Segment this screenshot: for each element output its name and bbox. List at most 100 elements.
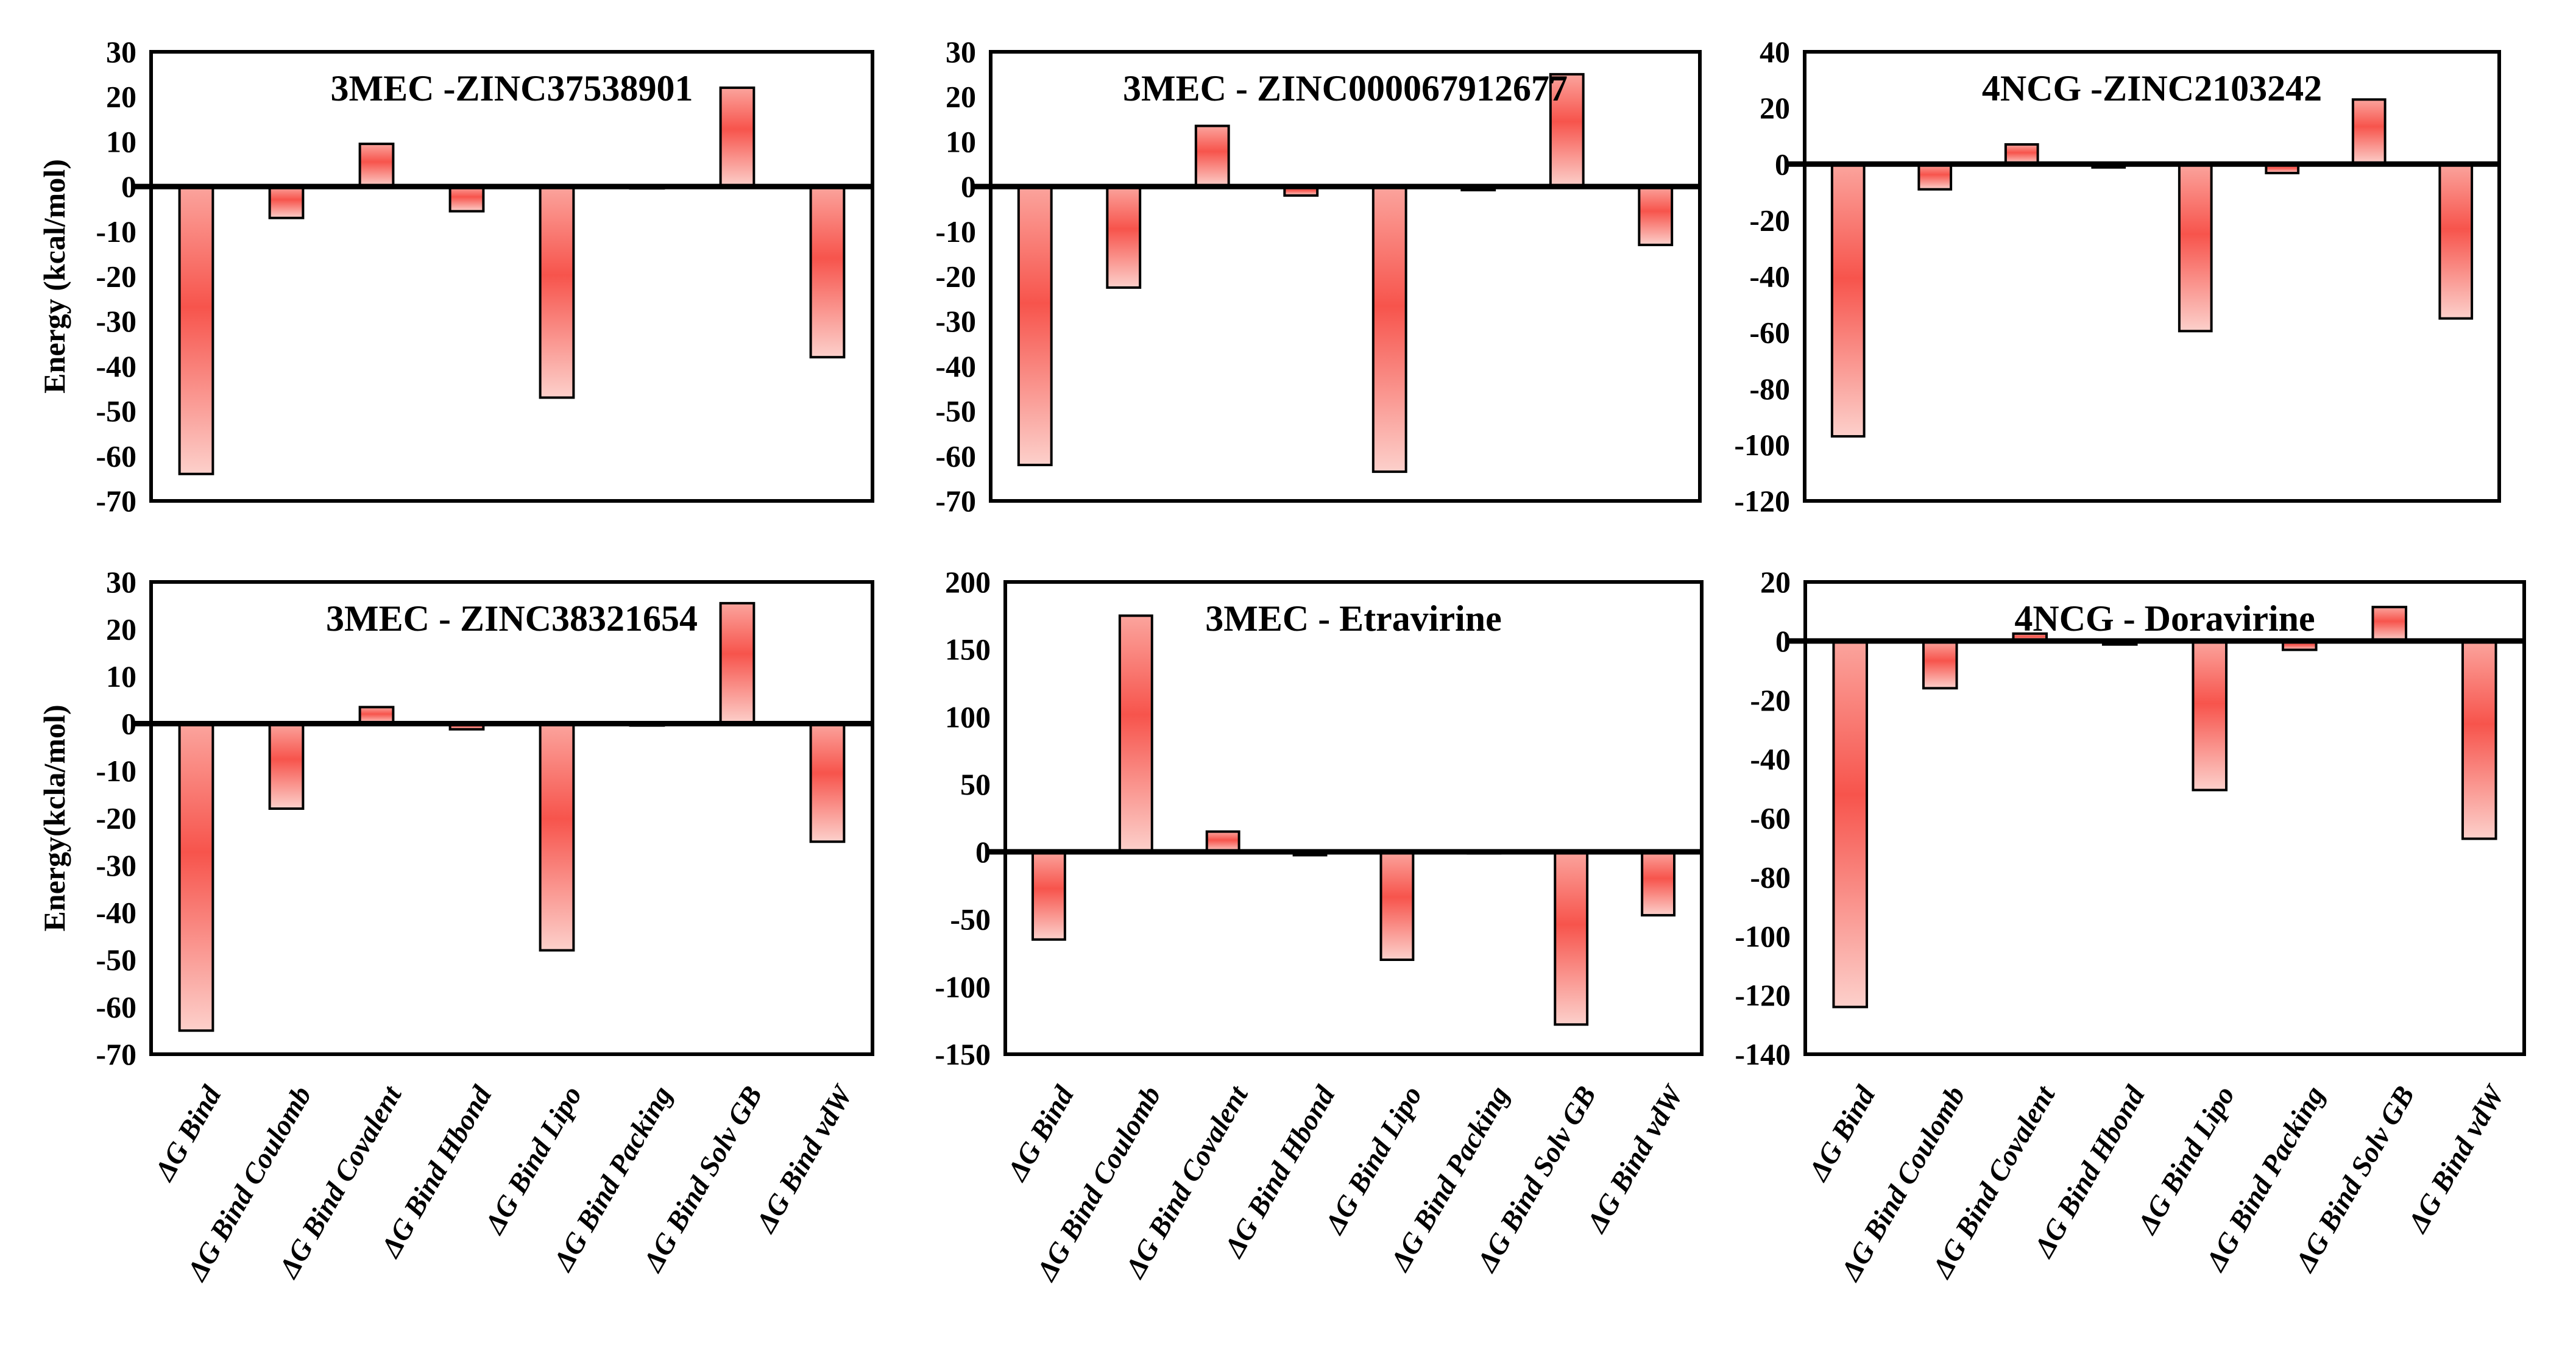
y-tick-label: -20 — [96, 260, 136, 294]
y-tick-label: 20 — [106, 612, 136, 647]
bar-ΔG Bind — [178, 185, 214, 475]
y-tick-label: 20 — [1760, 565, 1791, 599]
y-tick-label: -40 — [935, 349, 976, 383]
y-tick-label: -40 — [1750, 742, 1791, 776]
bar-ΔG Bind Solv GB — [719, 86, 755, 188]
y-tick-label: -100 — [935, 970, 991, 1004]
bar-ΔG Bind vdW — [1641, 850, 1675, 916]
bar-ΔG Bind Solv GB — [2371, 606, 2408, 642]
y-tick-label: -50 — [96, 394, 136, 428]
y-tick-label: -40 — [96, 349, 136, 383]
x-category-label: ΔG Bind — [148, 1080, 228, 1187]
y-tick-label: -100 — [1735, 919, 1791, 953]
y-axis-title: Energy(kcla/mol) — [37, 704, 71, 931]
bar-ΔG Bind Coulomb — [268, 185, 305, 219]
plot-frame — [1803, 580, 2526, 1056]
y-tick-label: -30 — [935, 304, 976, 338]
y-tick-label: -50 — [96, 943, 136, 977]
bar-ΔG Bind Covalent — [2004, 143, 2039, 166]
y-tick-label: 20 — [946, 80, 976, 114]
bar-ΔG Bind Coulomb — [1922, 639, 1958, 690]
y-tick-label: -100 — [1734, 428, 1790, 462]
y-tick-label: 30 — [946, 35, 976, 69]
y-tick-label: 30 — [106, 35, 136, 69]
x-category-label: ΔG Bind vdW — [2401, 1079, 2511, 1239]
bar-ΔG Bind — [1031, 850, 1066, 941]
bar-ΔG Bind Solv GB — [719, 601, 755, 725]
chart-title: 3MEC - Etravirine — [1205, 598, 1502, 639]
bar-ΔG Bind Lipo — [539, 185, 575, 399]
x-category-label: ΔG Bind vdW — [749, 1079, 860, 1239]
y-tick-label: 20 — [1760, 91, 1790, 125]
y-tick-label: 10 — [946, 124, 976, 158]
y-tick-label: 50 — [960, 767, 991, 801]
y-tick-label: -20 — [1749, 203, 1790, 237]
bar-ΔG Bind — [178, 722, 214, 1032]
y-tick-label: 150 — [945, 633, 991, 667]
bar-ΔG Bind Covalent — [1194, 124, 1230, 188]
y-tick-label: 30 — [106, 565, 136, 599]
y-tick-label: -60 — [96, 990, 136, 1024]
y-tick-label: -10 — [96, 754, 136, 788]
bar-ΔG Bind — [1832, 639, 1869, 1009]
bar-ΔG Bind Covalent — [358, 143, 395, 188]
plot-frame — [149, 50, 874, 503]
chart-title: 4NCG -ZINC2103242 — [1982, 68, 2322, 108]
bar-ΔG Bind Solv GB — [2351, 98, 2387, 166]
plot-frame — [1003, 580, 1704, 1056]
y-tick-label: 20 — [106, 80, 136, 114]
bar-ΔG Bind Lipo — [1379, 850, 1415, 962]
y-tick-label: -140 — [1735, 1037, 1791, 1071]
y-tick-label: -40 — [1749, 260, 1790, 294]
bar-ΔG Bind Coulomb — [1106, 185, 1142, 289]
y-tick-label: -20 — [1750, 683, 1791, 717]
bar-ΔG Bind — [1017, 185, 1053, 467]
bar-ΔG Bind Lipo — [1371, 185, 1407, 473]
y-tick-label: -70 — [935, 484, 976, 518]
y-tick-label: -50 — [950, 902, 991, 937]
bar-ΔG Bind Covalent — [358, 706, 395, 725]
bar-ΔG Bind Lipo — [2178, 163, 2213, 333]
y-tick-label: -80 — [1750, 860, 1791, 894]
x-category-label: ΔG Bind Lipo — [478, 1081, 589, 1240]
y-axis-title: Energy (kcal/mol) — [37, 159, 71, 394]
plot-frame — [1803, 50, 2501, 503]
bar-ΔG Bind vdW — [1638, 185, 1674, 246]
y-tick-label: -60 — [935, 439, 976, 473]
chart-title: 4NCG - Doravirine — [2014, 598, 2315, 639]
y-tick-label: -30 — [96, 848, 136, 882]
y-tick-label: -150 — [935, 1037, 991, 1071]
bar-ΔG Bind Coulomb — [1118, 614, 1153, 853]
y-tick-label: -60 — [1750, 801, 1791, 835]
bar-ΔG Bind Coulomb — [1917, 163, 1953, 191]
y-tick-label: -20 — [935, 260, 976, 294]
bar-ΔG Bind vdW — [809, 722, 846, 843]
bar-ΔG Bind — [1830, 163, 1866, 438]
bar-ΔG Bind vdW — [2461, 639, 2497, 840]
bar-ΔG Bind Coulomb — [268, 722, 305, 810]
y-tick-label: -50 — [935, 394, 976, 428]
y-tick-label: 10 — [106, 659, 136, 693]
plot-frame — [989, 50, 1702, 503]
y-tick-label: 100 — [945, 700, 991, 734]
chart-title: 3MEC - ZINC38321654 — [326, 598, 698, 639]
y-tick-label: -120 — [1735, 978, 1791, 1012]
bar-ΔG Bind vdW — [2438, 163, 2474, 320]
bar-ΔG Bind Hbond — [448, 185, 485, 213]
y-tick-label: -80 — [1749, 372, 1790, 406]
bar-ΔG Bind Covalent — [1205, 830, 1240, 853]
y-tick-label: -20 — [96, 801, 136, 835]
y-tick-label: -40 — [96, 896, 136, 930]
x-category-label: ΔG Bind — [1802, 1080, 1882, 1187]
y-tick-label: -60 — [96, 439, 136, 473]
y-tick-label: 10 — [106, 124, 136, 158]
bar-ΔG Bind Lipo — [2192, 639, 2228, 792]
y-tick-label: -10 — [935, 214, 976, 249]
y-tick-label: -70 — [96, 484, 136, 518]
